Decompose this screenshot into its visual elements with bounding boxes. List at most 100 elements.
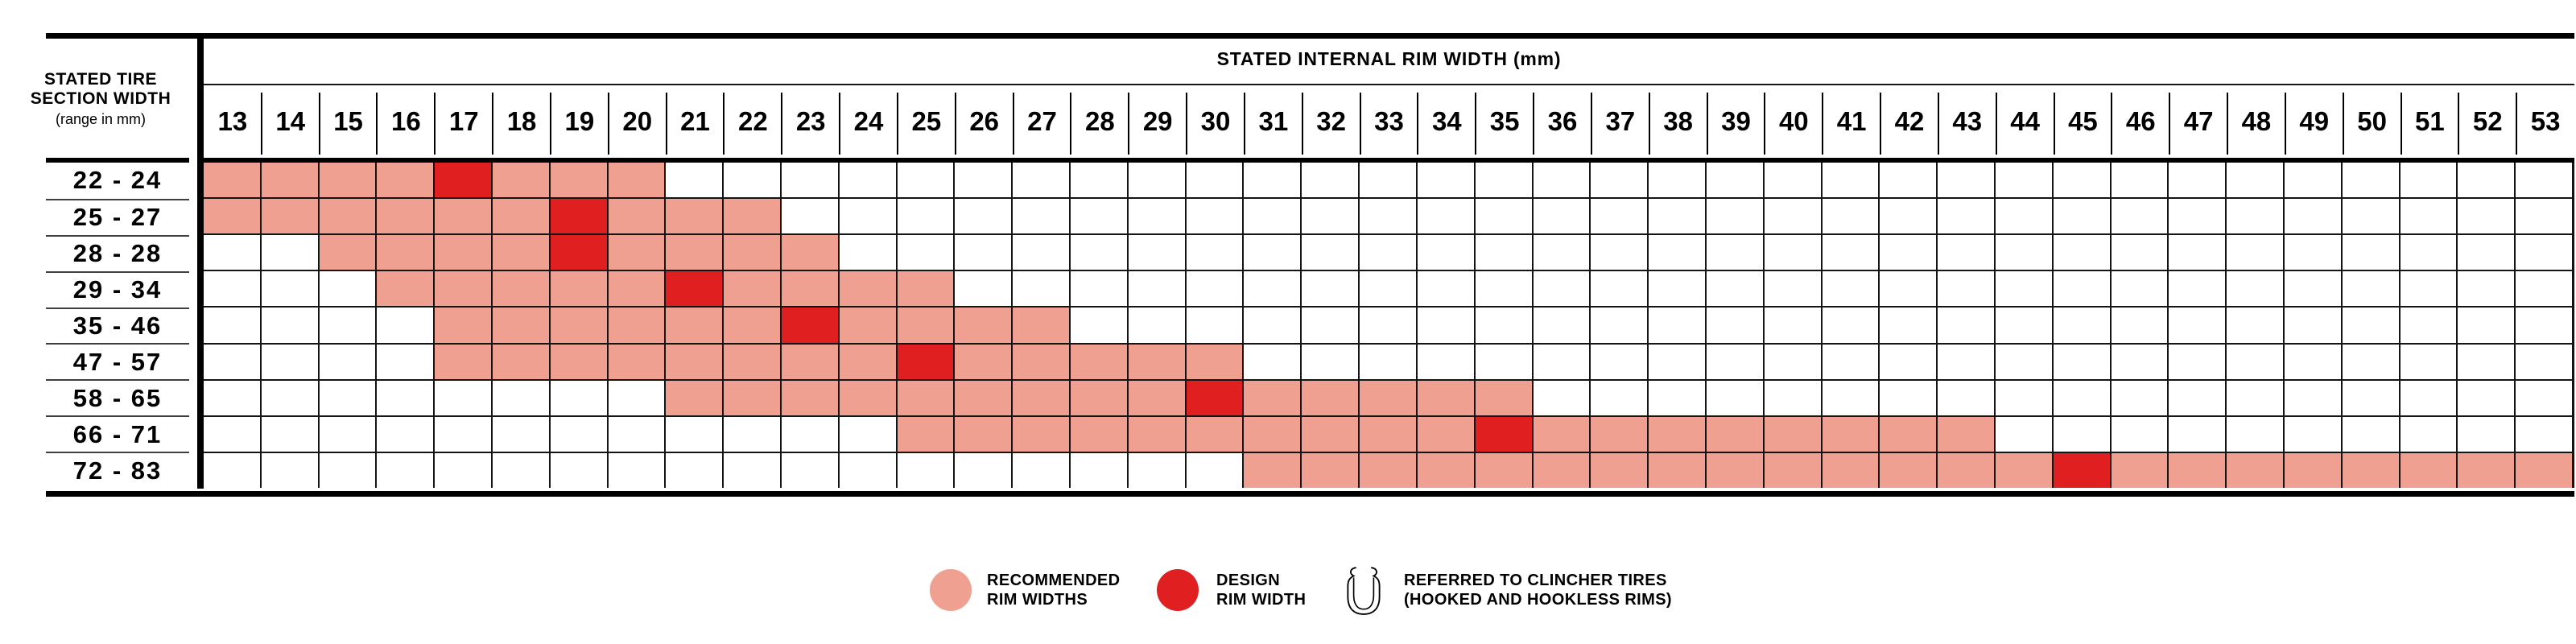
empty-cell — [1533, 344, 1590, 379]
recommended-cell — [319, 163, 376, 198]
empty-cell — [2227, 308, 2283, 343]
empty-cell — [435, 380, 492, 415]
recommended-cell — [1186, 416, 1243, 452]
empty-cell — [839, 163, 896, 198]
column-header: 38 — [1648, 85, 1707, 158]
design-cell — [2053, 452, 2110, 488]
recommended-cell — [493, 344, 549, 379]
empty-cell — [204, 271, 260, 307]
recommended-cell — [1244, 452, 1301, 488]
empty-cell — [2111, 380, 2168, 415]
empty-cell — [2111, 199, 2168, 234]
empty-cell — [204, 452, 260, 488]
column-header: 27 — [1012, 85, 1071, 158]
empty-cell — [261, 416, 318, 452]
column-header: 25 — [896, 85, 956, 158]
recommended-cell — [1475, 452, 1532, 488]
empty-cell — [839, 416, 896, 452]
empty-cell — [1706, 163, 1763, 198]
recommended-cell — [1822, 452, 1879, 488]
empty-cell — [1649, 308, 1705, 343]
column-header: 22 — [723, 85, 782, 158]
column-header: 32 — [1301, 85, 1360, 158]
empty-cell — [1186, 308, 1243, 343]
recommended-cell — [377, 163, 434, 198]
empty-cell — [319, 416, 376, 452]
empty-cell — [1302, 271, 1359, 307]
empty-cell — [1186, 163, 1243, 198]
empty-cell — [1938, 308, 1994, 343]
empty-cell — [2458, 163, 2515, 198]
empty-cell — [1591, 308, 1648, 343]
empty-cell — [1764, 235, 1821, 270]
recommended-cell — [1533, 452, 1590, 488]
empty-cell — [1764, 380, 1821, 415]
empty-cell — [1302, 308, 1359, 343]
empty-cell — [2400, 163, 2457, 198]
empty-cell — [1995, 235, 2052, 270]
empty-cell — [1302, 344, 1359, 379]
empty-cell — [1995, 380, 2052, 415]
empty-cell — [2458, 235, 2515, 270]
empty-cell — [1013, 452, 1070, 488]
empty-cell — [550, 380, 607, 415]
empty-cell — [261, 308, 318, 343]
empty-cell — [955, 271, 1012, 307]
design-cell — [782, 308, 838, 343]
recommended-cell — [839, 344, 896, 379]
empty-cell — [1880, 163, 1937, 198]
empty-cell — [2169, 163, 2226, 198]
empty-cell — [1938, 271, 1994, 307]
empty-cell — [2169, 199, 2226, 234]
recommended-cell — [782, 380, 838, 415]
empty-cell — [1244, 199, 1301, 234]
empty-cell — [2053, 235, 2110, 270]
empty-cell — [2458, 271, 2515, 307]
empty-cell — [2053, 416, 2110, 452]
empty-cell — [608, 380, 665, 415]
empty-cell — [1938, 163, 1994, 198]
row-axis-title: STATED TIRE SECTION WIDTH (range in mm) — [8, 70, 193, 128]
empty-cell — [2111, 271, 2168, 307]
empty-cell — [493, 452, 549, 488]
y-axis-line — [197, 33, 204, 489]
empty-cell — [2458, 344, 2515, 379]
column-header: 20 — [607, 85, 667, 158]
empty-cell — [1649, 235, 1705, 270]
empty-cell — [2227, 199, 2283, 234]
recommended-cell — [493, 199, 549, 234]
recommended-cell — [1706, 452, 1763, 488]
empty-cell — [261, 271, 318, 307]
row-label: 28 - 28 — [46, 234, 189, 271]
empty-cell — [2400, 235, 2457, 270]
empty-cell — [2111, 416, 2168, 452]
empty-cell — [204, 235, 260, 270]
empty-cell — [2111, 308, 2168, 343]
empty-cell — [2400, 344, 2457, 379]
row-label: 35 - 46 — [46, 307, 189, 344]
legend-label-recommended-line2: RIM WIDTHS — [987, 591, 1088, 609]
empty-cell — [2342, 235, 2399, 270]
empty-cell — [2516, 199, 2572, 234]
empty-cell — [2342, 344, 2399, 379]
recommended-cell — [839, 380, 896, 415]
compatibility-grid — [204, 163, 2574, 488]
recommended-cell — [1013, 308, 1070, 343]
empty-cell — [839, 199, 896, 234]
empty-cell — [1360, 344, 1416, 379]
empty-cell — [2227, 235, 2283, 270]
column-header: 24 — [839, 85, 898, 158]
empty-cell — [1013, 163, 1070, 198]
empty-cell — [1244, 308, 1301, 343]
legend-label-recommended-line1: RECOMMENDED — [987, 572, 1121, 589]
empty-cell — [1938, 344, 1994, 379]
empty-cell — [1360, 235, 1416, 270]
empty-cell — [1244, 235, 1301, 270]
design-cell — [550, 235, 607, 270]
empty-cell — [261, 380, 318, 415]
recommended-cell — [1128, 380, 1185, 415]
legend-label-design: DESIGN RIM WIDTH — [1216, 571, 1306, 609]
recommended-cell — [319, 235, 376, 270]
empty-cell — [319, 380, 376, 415]
empty-cell — [782, 163, 838, 198]
